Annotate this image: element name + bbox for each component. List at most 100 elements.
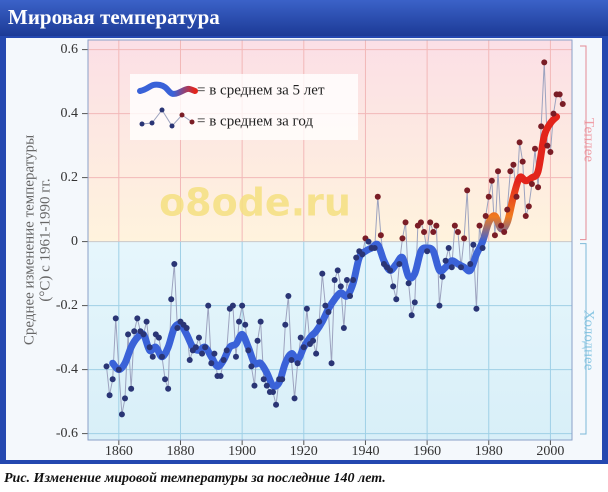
annual-point <box>479 245 486 251</box>
legend-swatch <box>139 121 145 127</box>
annual-point <box>559 101 566 107</box>
annual-point <box>396 261 403 267</box>
annual-point <box>365 238 372 245</box>
annual-point <box>140 331 147 338</box>
annual-point <box>430 229 437 235</box>
annual-point <box>470 241 477 248</box>
legend-swatch <box>137 81 198 97</box>
annual-point <box>501 229 508 235</box>
annual-point <box>294 360 301 367</box>
legend-label: = в среднем за год <box>197 113 313 129</box>
annual-point <box>458 264 465 271</box>
annual-point <box>248 363 255 370</box>
cold-bracket <box>580 243 587 435</box>
annual-point <box>134 315 141 322</box>
annual-point <box>405 280 412 287</box>
annual-point <box>473 305 480 312</box>
annual-point <box>436 302 443 309</box>
annual-point <box>541 59 548 66</box>
cold-label: Холоднее <box>581 310 597 371</box>
annual-point <box>491 232 498 239</box>
legend-swatch <box>169 123 175 129</box>
annual-point <box>279 376 286 383</box>
annual-point <box>288 357 295 363</box>
annual-point <box>448 264 455 271</box>
annual-point <box>417 219 424 226</box>
annual-point <box>504 206 511 213</box>
annual-point <box>476 222 483 229</box>
legend-swatch <box>189 119 195 125</box>
warm-zone <box>88 40 572 242</box>
annual-point <box>337 283 344 290</box>
annual-point <box>128 385 135 392</box>
five-year-mean-line <box>109 113 561 390</box>
annual-point <box>445 245 452 251</box>
y-tick-label: 0.6 <box>61 42 79 57</box>
annual-point <box>236 318 243 325</box>
annual-point <box>245 347 252 354</box>
annual-point <box>461 235 468 242</box>
x-tick-label: 1920 <box>290 444 318 459</box>
annual-point <box>411 299 418 306</box>
plot-border <box>87 39 573 441</box>
annual-point <box>260 376 267 383</box>
annual-point <box>399 235 406 242</box>
annual-point <box>158 353 165 360</box>
annual-point <box>239 302 246 309</box>
annual-point <box>229 302 236 309</box>
x-tick-label: 1960 <box>413 444 441 459</box>
annual-point <box>165 385 172 392</box>
annual-point <box>556 91 563 98</box>
annual-point <box>282 321 289 328</box>
annual-point <box>223 347 230 354</box>
annual-point <box>510 161 517 168</box>
annual-point <box>155 334 162 341</box>
warm-label: Теплее <box>581 118 597 162</box>
annual-point <box>528 181 535 187</box>
annual-point <box>103 363 110 370</box>
annual-point <box>390 283 397 290</box>
annual-point <box>451 222 458 229</box>
x-tick-label: 1980 <box>475 444 503 459</box>
annual-point <box>433 222 440 229</box>
annual-point <box>442 257 449 264</box>
annual-point <box>192 344 199 351</box>
annual-point <box>427 219 434 226</box>
annual-point <box>535 184 542 191</box>
annual-point <box>121 395 128 402</box>
annual-point <box>251 382 258 389</box>
annual-point <box>220 357 227 363</box>
annual-point <box>217 373 224 379</box>
annual-point <box>544 142 551 149</box>
annual-point <box>211 350 218 357</box>
annual-point <box>353 254 360 261</box>
annual-point <box>532 145 539 152</box>
legend-box <box>130 74 358 140</box>
caption: Рис. Изменение мировой температуры за по… <box>4 471 386 486</box>
annual-point <box>359 251 366 258</box>
annual-point <box>408 312 415 319</box>
y-tick-label: 0.2 <box>61 170 79 185</box>
annual-point <box>162 376 169 383</box>
legend-swatch <box>159 107 165 113</box>
y-tick-label: -0.6 <box>56 426 78 441</box>
annual-point <box>285 293 292 299</box>
annual-point <box>439 273 446 280</box>
annual-point <box>112 315 119 322</box>
y-axis-label: Среднее изменение температуры <box>21 135 37 345</box>
annual-point <box>325 309 332 315</box>
annual-point <box>208 360 215 367</box>
annual-point <box>513 193 520 200</box>
annual-point <box>146 344 153 351</box>
x-tick-label: 1940 <box>351 444 379 459</box>
annual-point <box>313 350 320 357</box>
annual-point <box>118 411 125 418</box>
x-tick-label: 1900 <box>228 444 256 459</box>
annual-point <box>377 232 384 239</box>
annual-point <box>273 401 280 408</box>
annual-point <box>297 334 304 341</box>
annual-point <box>454 229 461 235</box>
annual-point <box>507 168 514 175</box>
legend-label: = в среднем за 5 лет <box>197 82 325 98</box>
annual-point <box>488 177 495 184</box>
